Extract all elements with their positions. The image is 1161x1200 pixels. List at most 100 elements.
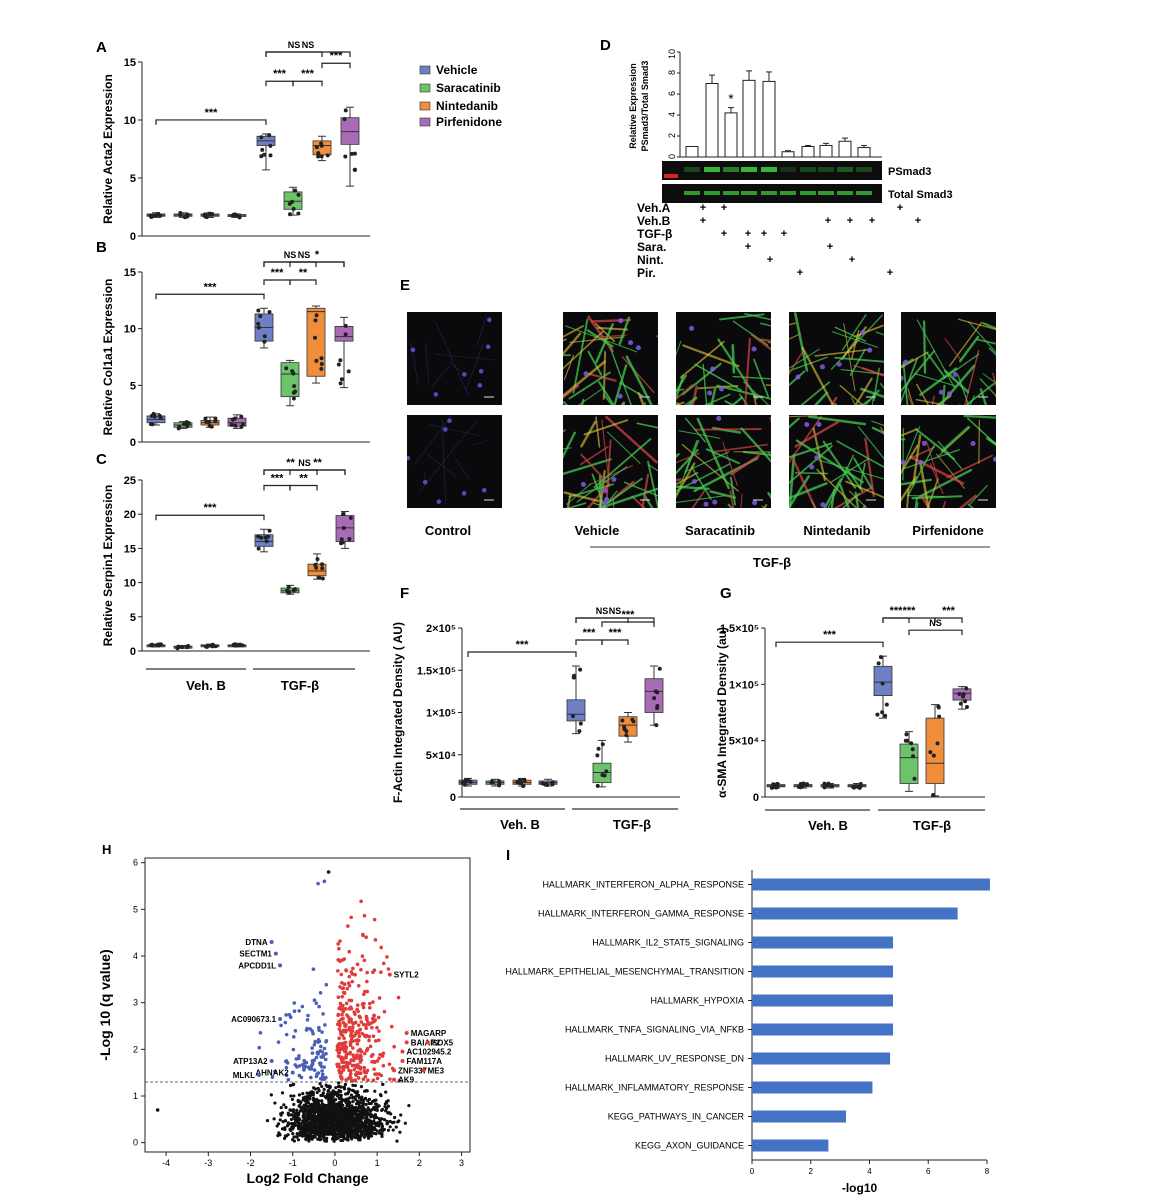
nucleus [422, 479, 428, 485]
point-down [300, 1062, 305, 1067]
box [566, 699, 586, 722]
point-down [284, 1013, 288, 1017]
fiber [851, 329, 860, 360]
fiber [931, 395, 935, 405]
nucleus [481, 487, 487, 493]
fiber [563, 332, 582, 356]
data-point [209, 424, 214, 429]
fiber [911, 495, 963, 500]
point-ns [350, 1104, 354, 1108]
y-axis-label: α-SMA Integrated Density (au) [715, 627, 729, 798]
point-down [293, 1029, 298, 1033]
nucleus [410, 347, 416, 353]
point-ns [155, 1108, 160, 1112]
point-ns [368, 1112, 373, 1116]
data-point [343, 332, 348, 337]
point-down [315, 1050, 320, 1055]
point-up [379, 1073, 384, 1078]
y-tick-label: 0 [130, 231, 136, 243]
fiber [915, 398, 949, 405]
point-ns [335, 1090, 340, 1095]
fiber [602, 490, 618, 508]
fiber [918, 468, 973, 498]
fiber [914, 373, 958, 387]
box [254, 534, 274, 547]
x-tick-label: 8 [985, 1167, 990, 1176]
blot-band [704, 167, 720, 172]
data-point [319, 154, 324, 159]
legend-label-pirfenidone: Pirfenidone [436, 115, 502, 129]
bracket-label: NS [288, 40, 301, 50]
fiber [590, 318, 631, 323]
bar [752, 907, 958, 920]
bracket-label: NS [609, 606, 622, 616]
nucleus [795, 374, 801, 380]
point-ns [357, 1138, 361, 1142]
point-up [336, 1043, 340, 1047]
micrograph-saracatinib [676, 312, 771, 405]
point-ns [374, 1123, 378, 1127]
point-ns [342, 1137, 346, 1141]
box-saracatinib [899, 731, 919, 792]
point-up [341, 1068, 346, 1072]
point-down [287, 1013, 292, 1017]
box-nintedanib [820, 781, 840, 790]
fiber [843, 323, 856, 392]
data-point [604, 769, 609, 774]
point-ns [337, 1118, 341, 1122]
chart-a: 0 5 10 15 Relative Acta2 Expression *** *** ***… [101, 40, 370, 243]
fiber [716, 384, 771, 400]
y-tick-label: 1×10⁵ [729, 679, 759, 691]
data-point [292, 384, 297, 389]
point-up [381, 961, 386, 966]
nucleus [477, 383, 483, 388]
point-ns [313, 1100, 317, 1104]
point-up [352, 1067, 357, 1072]
bar [685, 146, 699, 158]
point-down [322, 879, 327, 884]
category-label: HALLMARK_IL2_STAT5_SIGNALING [592, 938, 744, 948]
point-up [355, 962, 360, 967]
bracket-label: *** [823, 629, 837, 641]
bar [752, 1023, 893, 1036]
labeled-point [387, 972, 392, 977]
point-up [354, 1065, 359, 1069]
data-point [320, 576, 325, 581]
point-ns [322, 1087, 326, 1091]
matrix-plus: + [869, 215, 875, 227]
bracket-label: *** [330, 50, 344, 62]
point-down [291, 1035, 296, 1039]
y-tick-label: 5 [130, 380, 136, 392]
fiber [606, 431, 641, 464]
fiber [703, 393, 731, 405]
point-down [292, 1001, 297, 1005]
fiber [986, 437, 996, 446]
fiber [595, 416, 601, 448]
bracket-line [155, 514, 265, 521]
point-ns [304, 1137, 308, 1141]
data-point [256, 546, 261, 551]
group-label-veh-b-f: Veh. B [500, 817, 540, 832]
bar [752, 878, 990, 891]
data-point [268, 143, 273, 148]
bracket-label: NS [298, 458, 311, 468]
point-ns [341, 1114, 345, 1118]
fiber [902, 426, 921, 470]
data-point [256, 325, 261, 330]
point-up [370, 1016, 375, 1021]
point-ns [324, 1105, 328, 1109]
point-up [351, 966, 355, 971]
point-up [356, 1056, 361, 1060]
micrograph-bg [407, 312, 502, 405]
point-down [318, 990, 323, 995]
point-down [323, 1057, 328, 1062]
point-down [320, 1075, 325, 1080]
fiber [613, 364, 628, 405]
bracket-line [292, 80, 323, 87]
fiber [606, 477, 643, 505]
point-up [342, 982, 347, 987]
data-point [353, 167, 358, 172]
data-point [229, 422, 234, 427]
point-ns [316, 1086, 320, 1091]
data-point [183, 214, 188, 219]
